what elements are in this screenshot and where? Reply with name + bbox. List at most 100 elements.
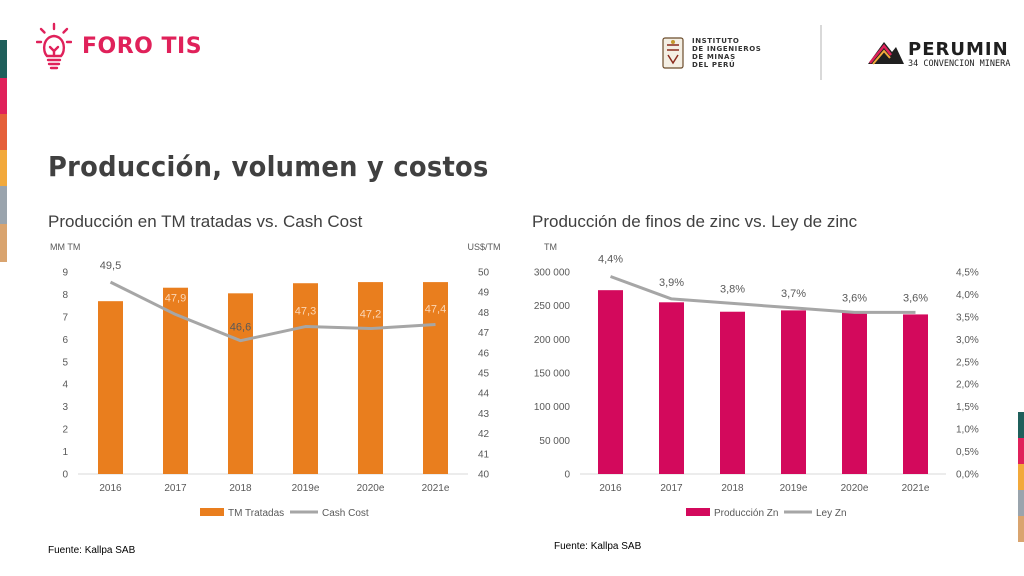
bar xyxy=(720,311,745,474)
left-axis-tick: 2 xyxy=(62,425,68,436)
data-label: 47,9 xyxy=(165,292,186,304)
line-series xyxy=(109,280,436,343)
legend-label-bar: TM Tratadas xyxy=(228,508,284,519)
left-axis-tick: 0 xyxy=(564,470,570,481)
right-axis-tick: 2,5% xyxy=(956,357,979,368)
x-axis-tick: 2016 xyxy=(599,483,622,494)
data-label: 3,9% xyxy=(659,277,684,289)
right-axis-tick: 46 xyxy=(478,348,490,359)
right-axis-tick: 48 xyxy=(478,308,490,319)
right-axis-tick: 2,0% xyxy=(956,380,979,391)
x-axis-tick: 2020e xyxy=(841,483,869,494)
bar xyxy=(903,314,928,474)
bar xyxy=(659,302,684,474)
left-axis-tick: 0 xyxy=(62,470,68,481)
right-axis-tick: 45 xyxy=(478,369,490,380)
institute-crest-icon xyxy=(662,37,684,69)
data-label: 47,3 xyxy=(295,306,316,318)
left-axis-tick: 5 xyxy=(62,357,68,368)
brand-name: FORO TIS xyxy=(82,33,203,59)
data-label: 46,6 xyxy=(230,322,251,334)
right-color-stripe xyxy=(1018,412,1024,542)
x-axis-tick: 2021e xyxy=(422,483,450,494)
left-chart-subtitle: Producción en TM tratadas vs. Cash Cost xyxy=(48,212,363,231)
bar xyxy=(781,310,806,474)
legend-label-line: Ley Zn xyxy=(816,508,847,519)
left-chart-source: Fuente: Kallpa SAB xyxy=(48,545,136,556)
left-axis-tick: 8 xyxy=(62,290,68,301)
right-axis-tick: 44 xyxy=(478,389,490,400)
data-label: 3,6% xyxy=(903,292,928,304)
right-axis-tick: 49 xyxy=(478,288,490,299)
left-chart: MM TM US$/TM01234567894041424344454647484… xyxy=(50,242,501,519)
right-axis-tick: 42 xyxy=(478,429,490,440)
right-axis-tick: 41 xyxy=(478,449,490,460)
left-axis-tick: 1 xyxy=(62,447,68,458)
right-axis-tick: 47 xyxy=(478,328,490,339)
right-axis-tick: 3,0% xyxy=(956,335,979,346)
left-axis-tick: 9 xyxy=(62,268,68,279)
left-axis-tick: 6 xyxy=(62,335,68,346)
x-axis-tick: 2016 xyxy=(99,483,122,494)
right-axis-tick: 4,0% xyxy=(956,290,979,301)
data-label: 47,2 xyxy=(360,309,381,321)
line-series xyxy=(609,275,916,314)
right-axis-tick: 43 xyxy=(478,409,490,420)
left-axis-tick: 200 000 xyxy=(534,335,571,346)
bar xyxy=(423,282,448,474)
right-axis-tick: 1,0% xyxy=(956,425,979,436)
left-axis-unit: TM xyxy=(544,242,557,252)
left-axis-tick: 150 000 xyxy=(534,369,571,380)
right-axis-tick: 1,5% xyxy=(956,402,979,413)
left-color-stripe xyxy=(0,40,7,262)
right-chart-source: Fuente: Kallpa SAB xyxy=(554,541,642,552)
bar xyxy=(598,290,623,474)
bar xyxy=(98,301,123,474)
x-axis-tick: 2019e xyxy=(780,483,808,494)
left-axis-unit: MM TM xyxy=(50,242,80,252)
left-axis-tick: 100 000 xyxy=(534,402,571,413)
event-name: PERUMIN xyxy=(908,39,1009,60)
data-label: 3,8% xyxy=(720,283,745,295)
data-label: 3,7% xyxy=(781,288,806,300)
legend-swatch-bar xyxy=(686,508,710,516)
right-axis-tick: 4,5% xyxy=(956,268,979,279)
x-axis-tick: 2017 xyxy=(164,483,187,494)
institute-line: DEL PERÚ xyxy=(692,61,736,69)
perumin-logo: PERUMIN 34 CONVENCION MINERA xyxy=(866,36,1010,71)
foro-tis-logo: FORO TIS xyxy=(36,22,202,70)
right-chart-subtitle: Producción de finos de zinc vs. Ley de z… xyxy=(532,212,858,231)
x-axis-tick: 2021e xyxy=(902,483,930,494)
institute-logo: INSTITUTO DE INGENIEROS DE MINAS DEL PER… xyxy=(662,37,761,69)
mountain-icon xyxy=(868,42,904,65)
institute-line: DE INGENIEROS xyxy=(692,45,762,53)
legend-label-line: Cash Cost xyxy=(322,508,369,519)
bar xyxy=(358,282,383,474)
bar xyxy=(228,293,253,474)
left-axis-tick: 7 xyxy=(62,312,68,323)
x-axis-tick: 2018 xyxy=(721,483,744,494)
event-subtitle: 34 CONVENCION MINERA xyxy=(908,59,1011,69)
data-label: 47,4 xyxy=(425,304,446,316)
left-axis-tick: 4 xyxy=(62,380,68,391)
left-axis-tick: 250 000 xyxy=(534,301,571,312)
right-chart: TM 0 50 000 100 000 150 000 200 000 250 000 300… xyxy=(534,242,979,519)
x-axis-tick: 2020e xyxy=(357,483,385,494)
header-divider xyxy=(820,25,822,80)
data-label: 49,5 xyxy=(100,260,121,272)
institute-line: DE MINAS xyxy=(692,53,736,61)
right-axis-unit: US$/TM xyxy=(467,242,500,252)
legend-swatch-bar xyxy=(200,508,224,516)
left-axis-tick: 300 000 xyxy=(534,268,571,279)
data-label: 4,4% xyxy=(598,253,623,265)
bar xyxy=(842,311,867,474)
right-axis-tick: 50 xyxy=(478,268,490,279)
legend-label-bar: Producción Zn xyxy=(714,508,778,519)
right-axis-tick: 3,5% xyxy=(956,312,979,323)
x-axis-tick: 2019e xyxy=(292,483,320,494)
page-title: Producción, volumen y costos xyxy=(48,150,489,183)
right-axis-tick: 0,0% xyxy=(956,470,979,481)
x-axis-tick: 2018 xyxy=(229,483,252,494)
lightbulb-icon xyxy=(36,22,72,70)
x-axis-tick: 2017 xyxy=(660,483,683,494)
